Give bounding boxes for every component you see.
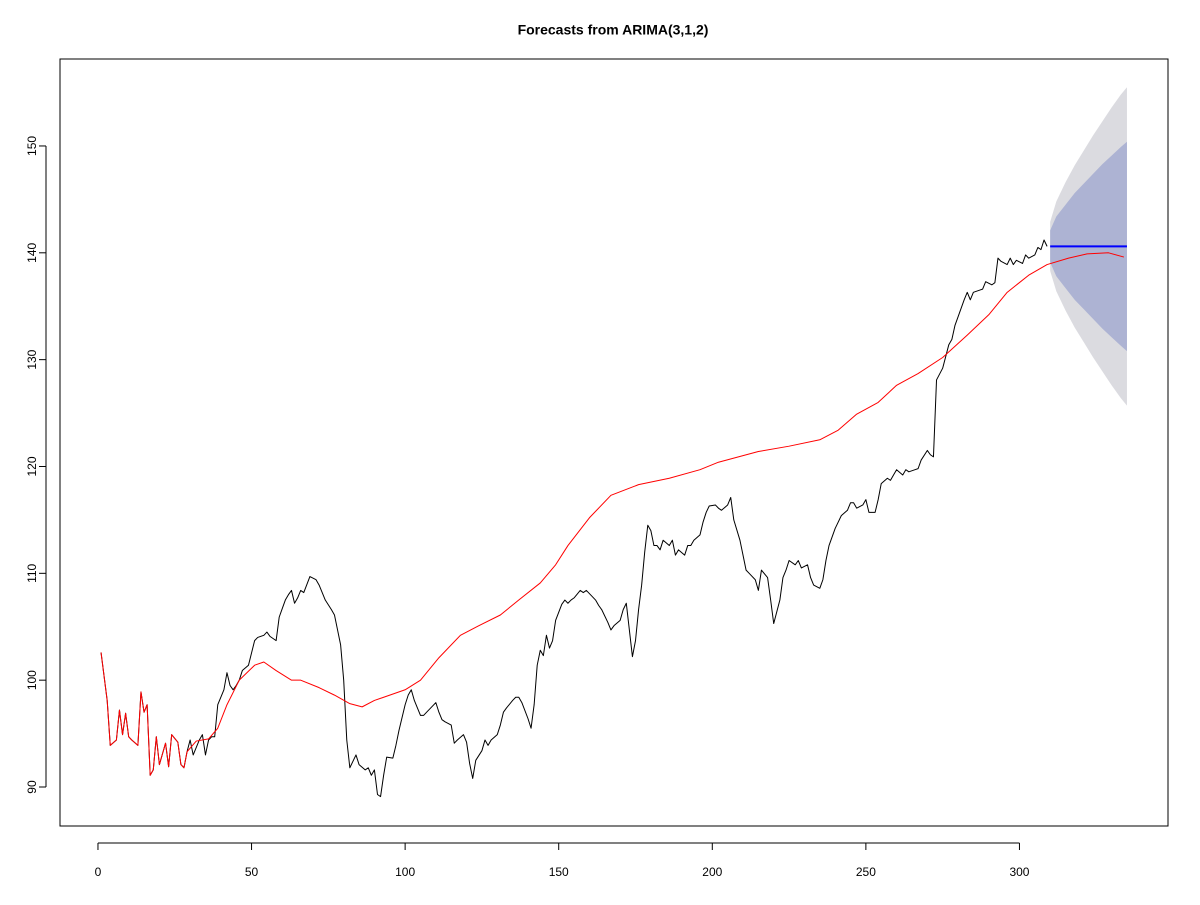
plot-box <box>59 58 1169 827</box>
x-tick-label: 200 <box>702 865 722 879</box>
y-tick-label: 110 <box>25 563 39 582</box>
series-line <box>100 239 1048 798</box>
chart-title: Forecasts from ARIMA(3,1,2) <box>518 22 709 38</box>
x-tick-label: 50 <box>245 865 259 879</box>
plot-area <box>100 87 1127 798</box>
x-tick-label: 150 <box>549 865 569 879</box>
y-tick-label: 150 <box>25 136 39 156</box>
x-tick-label: 300 <box>1009 865 1029 879</box>
y-tick-label: 100 <box>25 670 39 690</box>
x-tick-label: 0 <box>95 865 102 879</box>
y-tick-label: 140 <box>25 242 39 262</box>
y-tick-label: 130 <box>25 349 39 369</box>
x-tick-label: 100 <box>395 865 415 879</box>
y-tick-label: 90 <box>25 780 39 794</box>
x-tick-label: 250 <box>856 865 876 879</box>
series-line <box>100 252 1125 776</box>
y-tick-label: 120 <box>25 456 39 476</box>
